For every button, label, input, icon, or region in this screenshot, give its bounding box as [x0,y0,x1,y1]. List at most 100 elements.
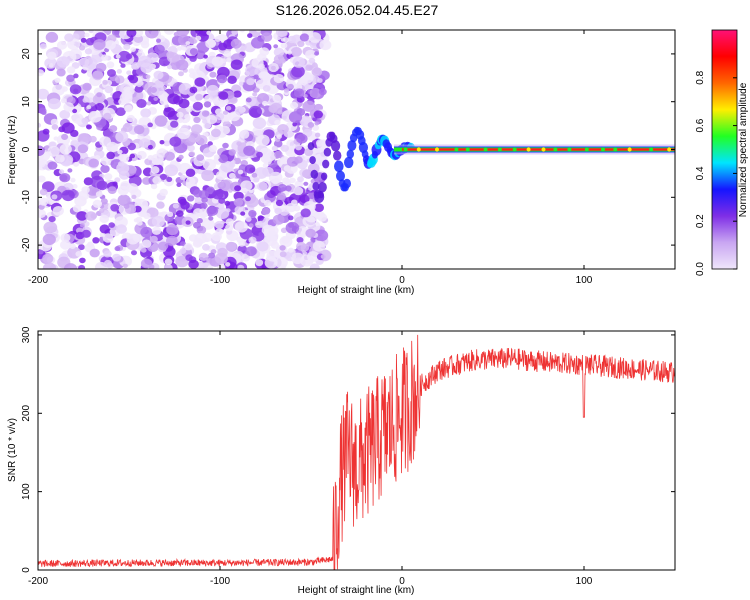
noise-blob [117,185,129,196]
signal-blob [317,190,324,199]
noise-blob [307,122,315,128]
noise-blob [243,145,256,156]
noise-blob [237,169,244,175]
noise-blob [114,177,121,183]
noise-blob [89,135,97,143]
noise-blob [256,241,269,252]
y-tick-label: 200 [21,404,32,421]
colorbar-tick-label: 0.0 [695,262,706,276]
noise-blob [245,196,251,202]
noise-blob [145,74,151,79]
noise-blob [139,138,151,148]
noise-blob [123,86,131,93]
noise-blob [303,181,309,186]
carrier-speckle [416,147,421,152]
noise-blob [126,70,132,75]
noise-blob [140,108,152,118]
noise-blob [147,144,153,150]
noise-blob [61,86,68,92]
noise-blob [100,156,111,166]
noise-blob [220,160,234,173]
noise-blob [279,251,287,258]
noise-blob [185,168,196,177]
noise-blob [187,144,195,152]
carrier-core [402,148,675,151]
noise-blob [303,94,308,98]
noise-blob [52,206,64,216]
noise-blob [314,51,320,56]
noise-blob [194,233,208,244]
noise-blob [130,47,136,52]
noise-blob [281,236,290,244]
y-tick-label: -20 [21,237,32,252]
signal-blob [312,182,320,191]
noise-blob [115,131,129,143]
noise-blob [184,114,191,120]
noise-blob [273,73,285,84]
noise-blob [218,154,228,164]
noise-blob [100,198,108,205]
noise-blob [280,42,288,49]
noise-blob [296,241,307,251]
noise-blob [318,88,327,96]
noise-blob [225,262,231,267]
noise-blob [268,104,278,113]
noise-blob [159,140,165,145]
noise-blob [178,98,190,109]
noise-blob [293,88,305,98]
noise-blob [50,118,59,126]
noise-blob [187,195,195,202]
noise-blob [275,30,288,38]
noise-blob [64,33,74,42]
noise-blob [295,144,302,151]
noise-blob [95,62,107,72]
noise-blob [42,128,50,135]
noise-blob [280,144,289,152]
noise-blob [262,85,271,92]
noise-blob [273,47,285,57]
noise-blob [273,54,285,64]
noise-blob [277,124,289,134]
noise-blob [154,115,168,127]
noise-blob [72,33,80,40]
noise-blob [167,93,180,105]
noise-blob [126,30,137,38]
noise-blob [140,247,147,253]
noise-blob [38,69,45,77]
noise-blob [201,110,210,117]
noise-blob [273,139,283,148]
noise-blob [137,150,147,160]
noise-blob [123,203,130,209]
noise-blob [228,149,236,156]
noise-blob [317,213,328,222]
noise-blob [107,186,117,195]
noise-blob [108,222,115,228]
noise-blob [218,197,226,204]
noise-blob [38,145,45,156]
noise-blob [239,30,245,33]
noise-blob [185,105,193,113]
snr-frame [37,330,676,571]
noise-blob [92,94,105,105]
noise-blob [42,233,56,246]
noise-blob [302,215,316,227]
noise-blob [211,56,224,67]
noise-blob [111,145,118,152]
signal-blob [320,172,328,181]
noise-blob [275,199,284,207]
noise-blob [289,177,296,184]
noise-blob [287,83,294,90]
signal-blob [358,142,368,153]
noise-blob [117,149,123,155]
noise-blob [225,241,237,252]
noise-blob [156,201,165,209]
noise-blob [133,205,142,213]
noise-blob [51,124,59,130]
noise-blob [259,71,270,81]
noise-blob [150,153,164,166]
y-tick-label: 300 [21,326,32,343]
noise-blob [89,248,100,258]
noise-blob [297,176,304,183]
carrier-speckle [649,147,654,152]
